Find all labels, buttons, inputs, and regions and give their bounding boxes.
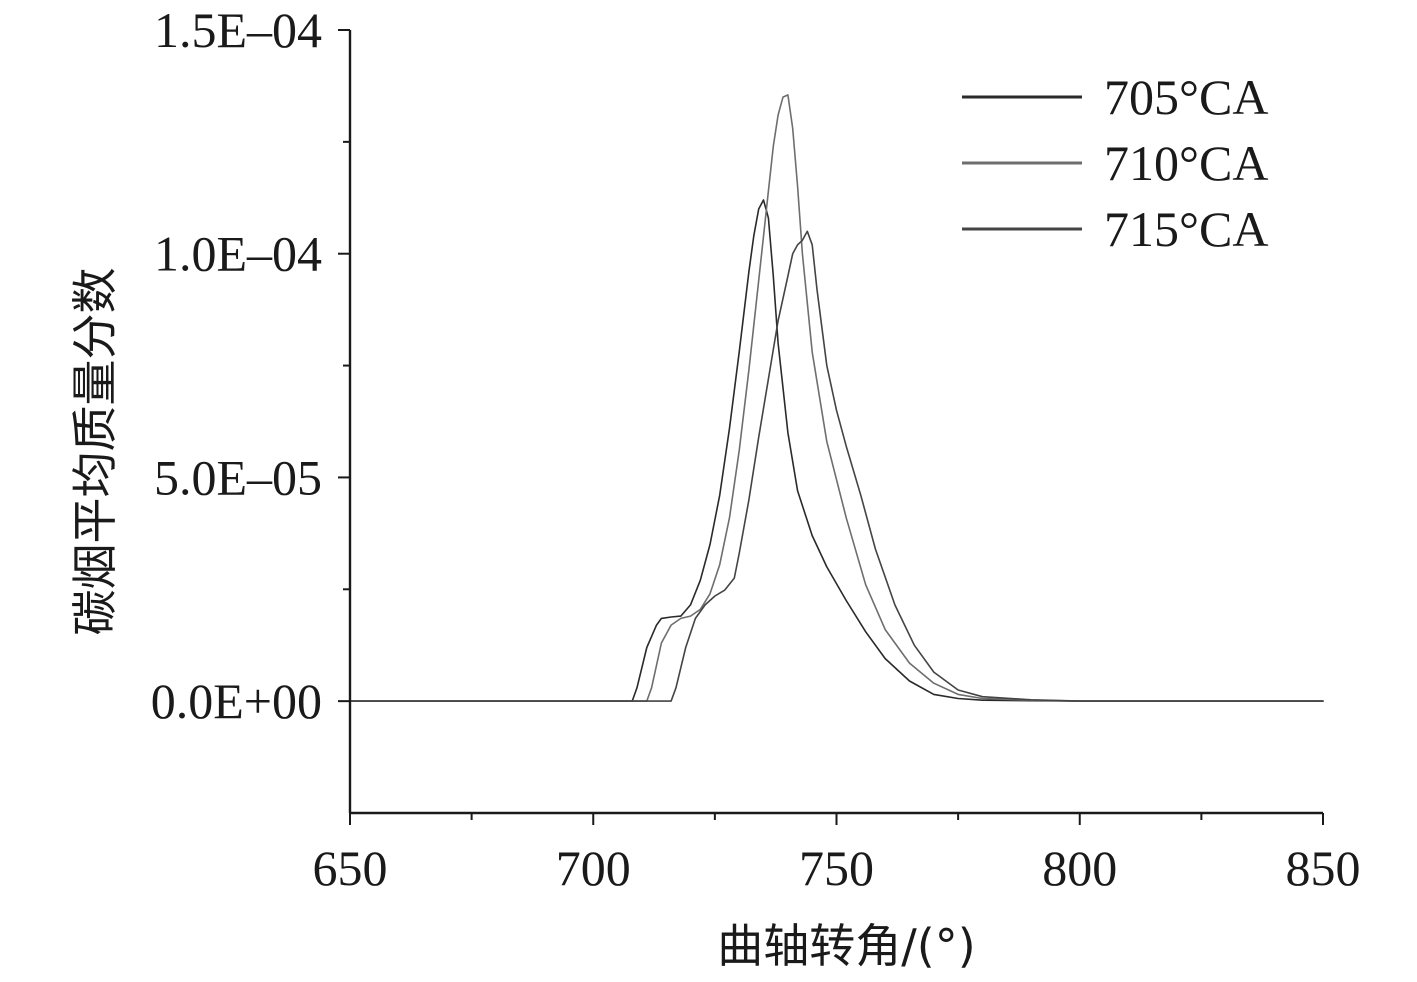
series-line-710ca (349, 94, 1324, 702)
series-line-715ca (349, 230, 1324, 702)
y-tick-label: 1.5E–04 (154, 2, 322, 58)
legend-label: 715°CA (1104, 201, 1268, 257)
series-line-705ca (349, 199, 1324, 702)
x-tick-label: 650 (313, 840, 388, 896)
y-tick-label: 1.0E–04 (154, 226, 322, 282)
x-ticks: 650 700 750 800 850 (313, 813, 1361, 896)
x-tick-label: 800 (1042, 840, 1117, 896)
legend: 705°CA 710°CA 715°CA (962, 69, 1268, 257)
y-axis-title: 碳烟平均质量分数 (68, 268, 122, 636)
legend-label: 705°CA (1104, 69, 1268, 125)
x-tick-label: 850 (1286, 840, 1361, 896)
x-tick-label: 700 (556, 840, 631, 896)
x-tick-label: 750 (799, 840, 874, 896)
series-layer (349, 94, 1324, 702)
y-ticks: 0.0E+00 5.0E–05 1.0E–04 1.5E–04 (151, 2, 350, 729)
x-axis-title: 曲轴转角/(°) (717, 919, 975, 973)
legend-label: 710°CA (1104, 135, 1268, 191)
y-tick-label: 0.0E+00 (151, 673, 322, 729)
y-tick-label: 5.0E–05 (154, 449, 322, 505)
